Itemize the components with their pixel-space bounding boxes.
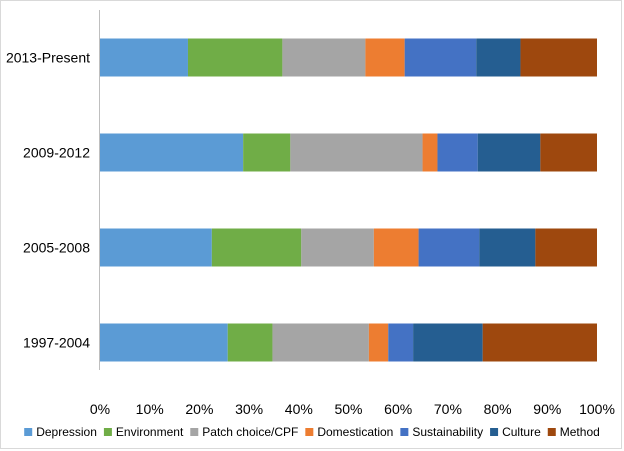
category-label: 2013-Present: [6, 50, 90, 66]
x-tick-label: 50%: [334, 401, 362, 417]
bar-segment-culture-2005-2008: [479, 228, 536, 267]
bar-segment-depression-2009-2012: [100, 133, 244, 172]
bar-segment-environment-2013-present: [187, 38, 283, 77]
legend-label: Patch choice/CPF: [202, 425, 298, 439]
bar-segment-environment-2009-2012: [243, 133, 291, 172]
bar-segment-culture-2009-2012: [477, 133, 541, 172]
bar-segment-patch-choice-cpf-2005-2008: [301, 228, 374, 267]
legend-label: Culture: [502, 425, 541, 439]
bars-group: [100, 38, 597, 362]
legend-item-environment: Environment: [103, 425, 184, 439]
bar-segment-domestication-2009-2012: [422, 133, 438, 172]
bar-segment-method-2005-2008: [535, 228, 597, 267]
legend-swatch: [103, 428, 112, 436]
legend-item-sustainability: Sustainability: [400, 425, 483, 439]
bar-segment-sustainability-2005-2008: [418, 228, 480, 267]
category-label: 2005-2008: [23, 240, 90, 256]
bar-segment-domestication-1997-2004: [368, 323, 389, 362]
bar-segment-culture-2013-present: [476, 38, 521, 77]
legend-item-depression: Depression: [24, 425, 97, 439]
bar-segment-domestication-2005-2008: [373, 228, 419, 267]
legend-item-patch-choice-cpf: Patch choice/CPF: [190, 425, 298, 439]
legend-label: Domestication: [317, 425, 393, 439]
legend-label: Environment: [116, 425, 184, 439]
bar-segment-depression-1997-2004: [100, 323, 228, 362]
legend: Depression Environment Patch choice/CPF Dom…: [24, 425, 600, 439]
bar-segment-sustainability-1997-2004: [388, 323, 414, 362]
bar-segment-depression-2013-present: [100, 38, 188, 77]
bar-segment-method-1997-2004: [482, 323, 597, 362]
legend-item-culture: Culture: [490, 425, 541, 439]
category-label: 2009-2012: [23, 145, 90, 161]
x-tick-label: 100%: [579, 401, 615, 417]
bar-segment-patch-choice-cpf-2013-present: [282, 38, 366, 77]
bar-segment-patch-choice-cpf-2009-2012: [290, 133, 423, 172]
legend-swatch: [190, 428, 199, 436]
bar-segment-sustainability-2009-2012: [437, 133, 478, 172]
legend-swatch: [547, 428, 556, 436]
x-tick-label: 60%: [384, 401, 412, 417]
x-tick-label: 90%: [533, 401, 561, 417]
legend-swatch: [305, 428, 314, 436]
x-tick-label: 30%: [235, 401, 263, 417]
bar-segment-sustainability-2013-present: [404, 38, 477, 77]
x-tick-label: 10%: [136, 401, 164, 417]
bar-segment-method-2009-2012: [540, 133, 597, 172]
x-tick-labels: 0% 10% 20% 30% 40% 50% 60% 70% 80% 90% 100%: [90, 401, 615, 417]
legend-item-method: Method: [547, 425, 600, 439]
bar-segment-environment-2005-2008: [211, 228, 302, 267]
legend-label: Sustainability: [412, 425, 483, 439]
legend-swatch: [490, 428, 499, 436]
bar-segment-culture-1997-2004: [413, 323, 483, 362]
bar-segment-patch-choice-cpf-1997-2004: [272, 323, 369, 362]
x-tick-label: 40%: [285, 401, 313, 417]
x-tick-label: 70%: [434, 401, 462, 417]
bar-segment-depression-2005-2008: [100, 228, 212, 267]
category-labels: 2013-Present 2009-2012 2005-2008 1997-2004: [6, 50, 90, 351]
x-tick-label: 0%: [90, 401, 110, 417]
legend-label: Method: [560, 425, 600, 439]
legend-item-domestication: Domestication: [305, 425, 393, 439]
bar-segment-domestication-2013-present: [365, 38, 405, 77]
bar-segment-method-2013-present: [520, 38, 597, 77]
bar-segment-environment-1997-2004: [227, 323, 273, 362]
legend-label: Depression: [36, 425, 97, 439]
x-tick-label: 20%: [185, 401, 213, 417]
x-tick-label: 80%: [484, 401, 512, 417]
legend-swatch: [24, 428, 33, 436]
legend-swatch: [400, 428, 409, 436]
category-label: 1997-2004: [23, 335, 90, 351]
